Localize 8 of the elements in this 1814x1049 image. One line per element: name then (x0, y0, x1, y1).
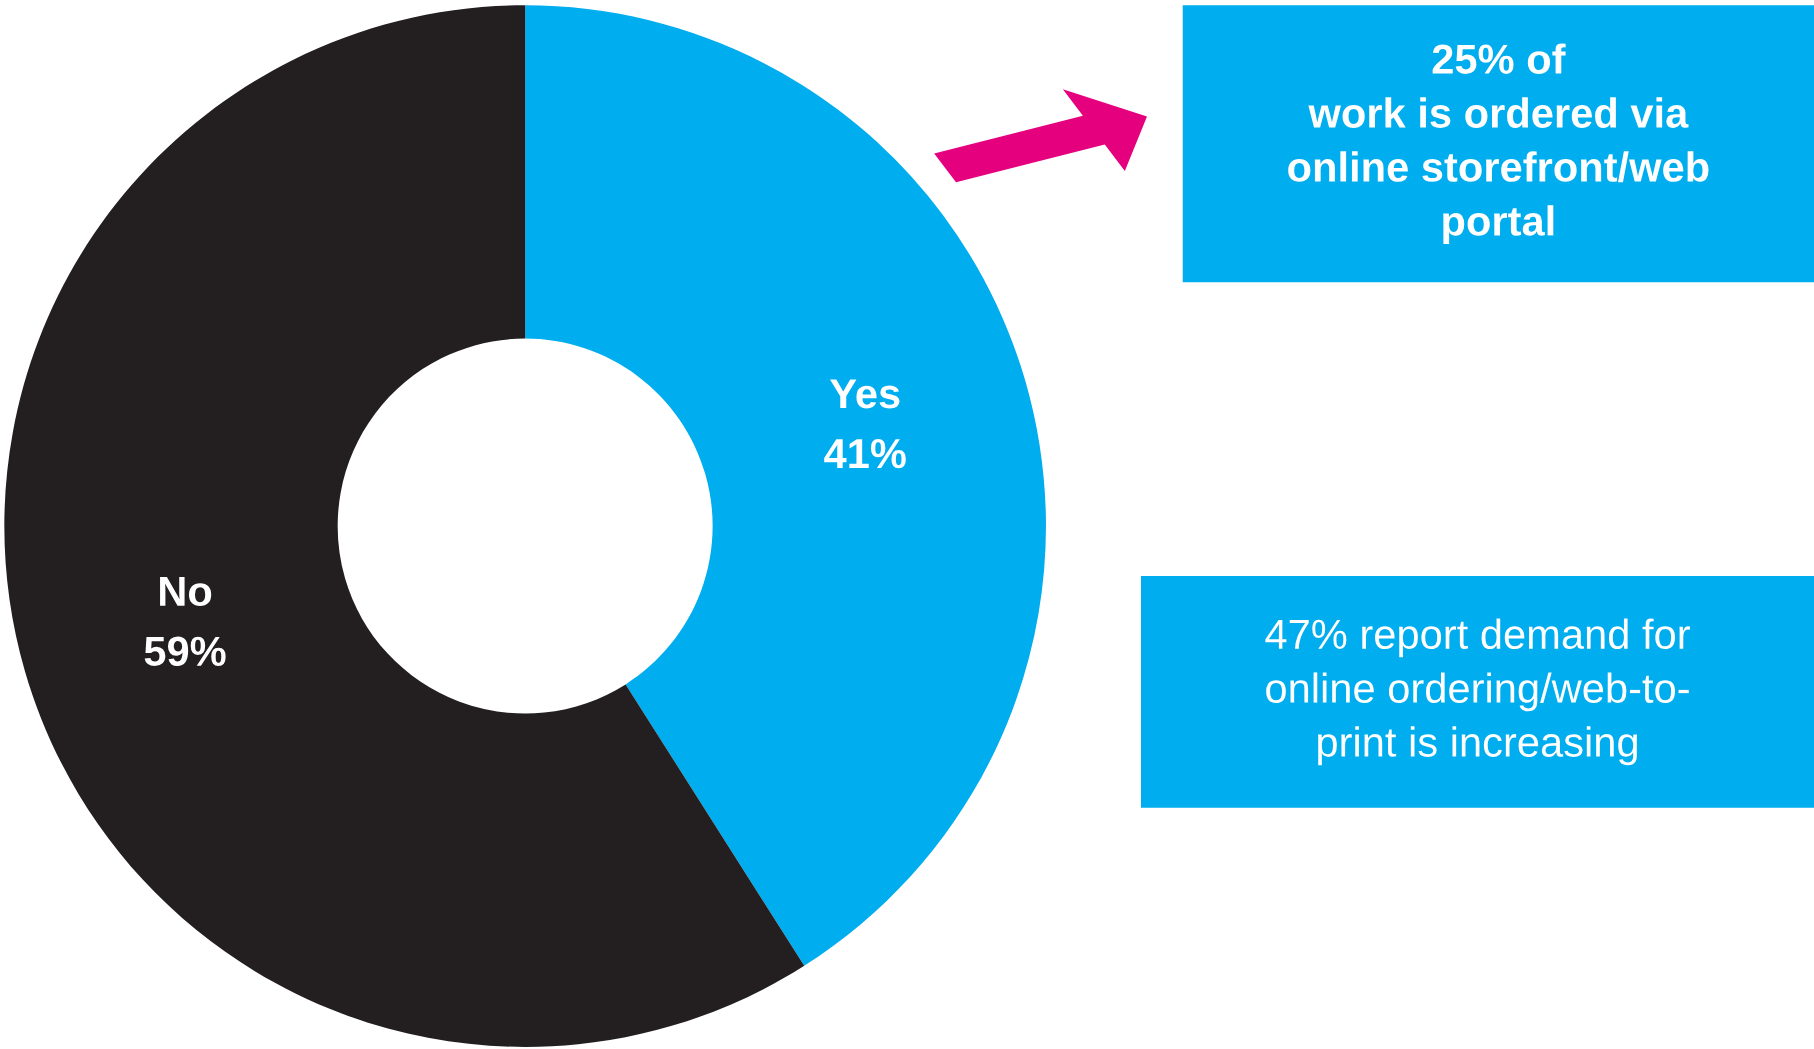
text: 47% report demand for online ordering/web-to- print is increasing (1265, 618, 1690, 766)
slice-label: No (160, 577, 212, 607)
slice-label: Yes (830, 379, 900, 409)
data-label: 59% (144, 636, 226, 667)
donut-slice (525, 5, 1046, 966)
data-label: 41% (824, 439, 906, 469)
text: 25% of work is ordered via online storefront/web portal (1288, 43, 1709, 245)
donut-slice (4, 5, 805, 1047)
